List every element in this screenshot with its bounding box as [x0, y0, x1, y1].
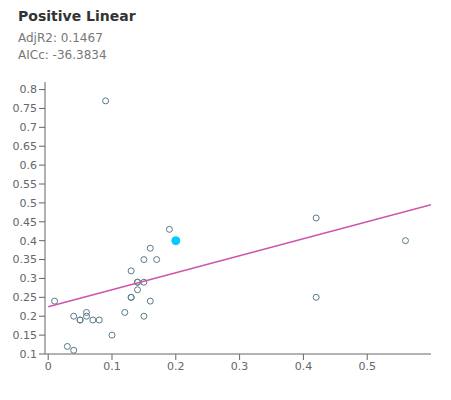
svg-text:0.35: 0.35	[13, 253, 38, 266]
svg-text:0.75: 0.75	[13, 102, 38, 115]
svg-text:0.55: 0.55	[13, 178, 38, 191]
svg-text:0.2: 0.2	[20, 310, 38, 323]
svg-text:0.1: 0.1	[20, 348, 38, 361]
html-text:AICc: -36.3834: AICc: -36.3834	[18, 48, 107, 62]
svg-text:0.4: 0.4	[20, 235, 38, 248]
html-text:AdjR2: 0.1467: AdjR2: 0.1467	[18, 31, 103, 45]
html-text:Positive Linear: Positive Linear	[18, 8, 136, 24]
svg-text:0.4: 0.4	[295, 360, 313, 373]
svg-text:0.45: 0.45	[13, 216, 38, 229]
svg-text:0.5: 0.5	[358, 360, 376, 373]
svg-text:0.5: 0.5	[20, 197, 38, 210]
svg-text:0.25: 0.25	[13, 291, 38, 304]
svg-text:0: 0	[45, 360, 52, 373]
svg-text:0.3: 0.3	[231, 360, 249, 373]
svg-text:0.2: 0.2	[167, 360, 185, 373]
svg-text:0.15: 0.15	[13, 329, 38, 342]
svg-text:0.6: 0.6	[20, 159, 38, 172]
svg-text:0.8: 0.8	[20, 83, 38, 96]
svg-text:0.7: 0.7	[20, 121, 38, 134]
svg-text:0.1: 0.1	[103, 360, 121, 373]
svg-text:0.3: 0.3	[20, 272, 38, 285]
svg-text:0.65: 0.65	[13, 140, 38, 153]
